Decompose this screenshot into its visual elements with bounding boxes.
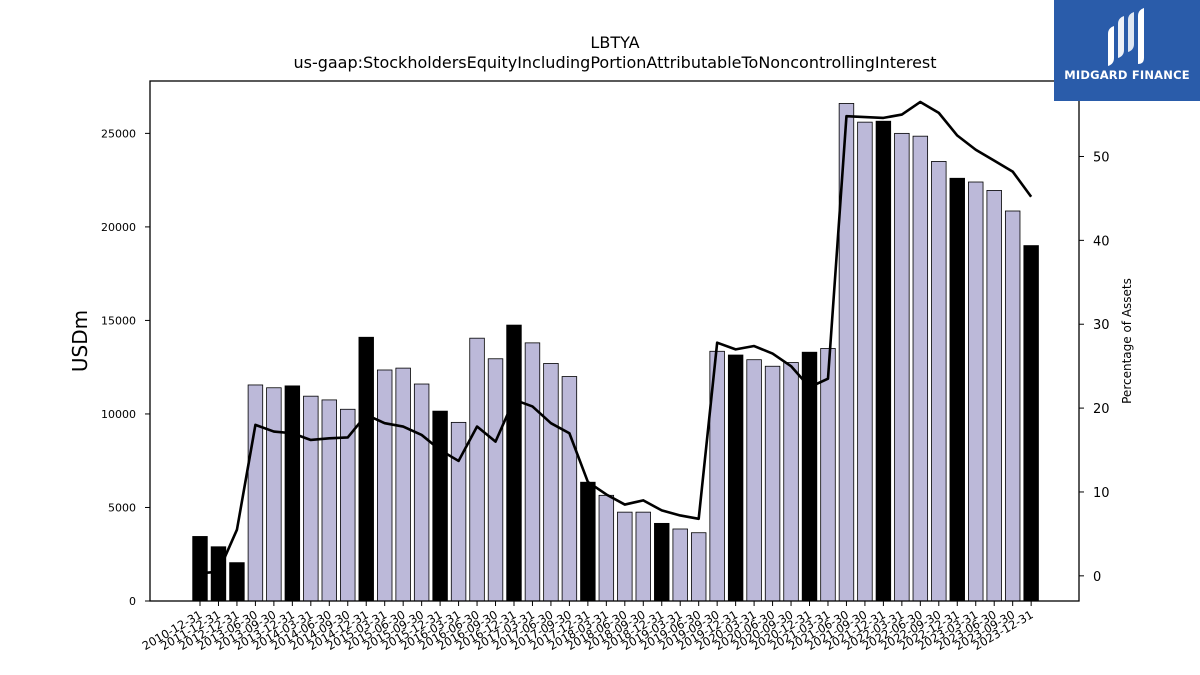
bar-2014-03-31 [303, 395, 319, 602]
bar-2023-03-31 [968, 181, 984, 602]
bar-2019-03-31 [672, 528, 688, 602]
bar-2021-09-30 [857, 121, 873, 602]
bar-2017-12-31 [580, 481, 596, 602]
bar-2015-06-30 [395, 367, 411, 602]
left-axis-ticks: 0 5000 10000 15000 20000 25000 [101, 127, 150, 608]
bar-2018-12-31 [654, 522, 670, 602]
left-tick-label: 15000 [101, 314, 136, 327]
bar-2022-12-31 [949, 177, 965, 602]
bar-2015-03-31 [376, 369, 393, 602]
plot-frame [149, 80, 1080, 602]
bar-2023-12-31 [1023, 245, 1039, 602]
left-tick-label: 5000 [108, 501, 136, 514]
bar-2020-09-30 [783, 362, 799, 602]
bar-2013-06-30 [247, 384, 264, 602]
right-tick-label: 0 [1093, 570, 1101, 585]
bar-2013-12-31 [284, 385, 301, 602]
chart-title: LBTYA [590, 33, 639, 52]
right-axis-label: Percentage of Assets [1120, 278, 1134, 404]
bar-2020-06-30 [764, 365, 781, 602]
bar-2021-03-31 [820, 348, 836, 602]
bar-2014-12-31 [358, 336, 374, 602]
left-tick-label: 20000 [101, 221, 136, 234]
left-axis-label: USDm [68, 310, 92, 372]
right-tick-label: 30 [1093, 318, 1110, 333]
bar-2011-12-31 [210, 546, 227, 602]
bar-2022-09-30 [931, 161, 947, 602]
x-axis-ticks: 2010-12-312011-12-312012-12-312013-06-30… [140, 601, 1036, 653]
midgard-logo-icon [1108, 8, 1144, 66]
bar-2016-06-30 [469, 337, 485, 602]
right-tick-label: 40 [1093, 234, 1110, 249]
bar-2017-03-31 [524, 342, 541, 602]
bar-2018-06-30 [617, 511, 633, 602]
bar-2021-12-31 [875, 120, 892, 602]
logo-text: MIDGARD FINANCE [1064, 68, 1190, 82]
bar-2010-12-31 [192, 536, 208, 602]
right-axis-ticks: 0 10 20 30 40 50 [1079, 150, 1110, 585]
bar-2015-12-31 [432, 410, 448, 602]
bar-2022-06-30 [912, 135, 929, 602]
bar-2019-12-31 [727, 354, 744, 602]
bar-2014-06-30 [321, 399, 337, 602]
midgard-finance-logo: MIDGARD FINANCE [1054, 0, 1200, 101]
bar-2020-12-31 [801, 351, 818, 602]
right-tick-label: 10 [1093, 486, 1110, 501]
bar-2018-03-31 [598, 494, 615, 602]
bar-2015-09-30 [413, 383, 430, 602]
percentage-line [199, 100, 1033, 575]
bar-2016-12-31 [506, 324, 522, 602]
bar-2017-09-30 [561, 376, 578, 602]
left-tick-label: 10000 [101, 408, 136, 421]
right-tick-label: 20 [1093, 402, 1110, 417]
bar-2022-03-31 [894, 132, 910, 602]
bar-2019-06-30 [690, 532, 707, 602]
bar-2012-12-31 [229, 562, 245, 602]
right-tick-label: 50 [1093, 150, 1110, 165]
bar-2023-06-30 [986, 190, 1002, 602]
bar-2023-09-30 [1004, 210, 1021, 602]
bar-2018-09-30 [635, 511, 651, 602]
left-tick-label: 0 [129, 595, 136, 608]
bar-2017-06-30 [543, 363, 559, 602]
bar-2016-09-30 [487, 358, 504, 602]
left-tick-label: 25000 [101, 127, 136, 140]
bar-2020-03-31 [746, 359, 762, 602]
bar-series [192, 103, 1039, 602]
bar-2013-09-30 [266, 387, 282, 602]
chart-subtitle: us-gaap:StockholdersEquityIncludingPorti… [293, 53, 936, 72]
